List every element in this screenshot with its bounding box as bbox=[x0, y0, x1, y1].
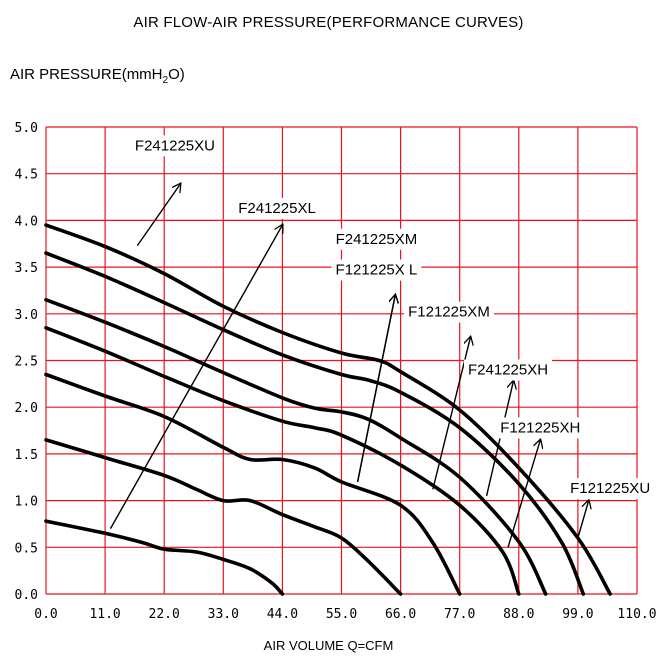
x-tick-label: 44.0 bbox=[267, 607, 298, 622]
y-tick-label: 1.5 bbox=[15, 448, 38, 463]
annotation-arrow bbox=[485, 381, 514, 497]
curve-f241225xh bbox=[44, 438, 403, 596]
annotation-label: F241225XU bbox=[135, 137, 215, 154]
x-tick-label: 0.0 bbox=[34, 607, 57, 622]
y-tick-label: 4.0 bbox=[15, 214, 38, 229]
curves bbox=[44, 223, 612, 596]
annotation-arrow bbox=[507, 440, 540, 548]
annotation-label: F241225XH bbox=[468, 362, 548, 379]
annotation-label-background bbox=[130, 135, 219, 157]
annotation-arrow bbox=[136, 184, 180, 247]
annotation-f121225xm: F121225XM bbox=[404, 301, 494, 323]
y-tick-label: 3.5 bbox=[15, 261, 38, 276]
curve-f121225xh bbox=[44, 519, 285, 596]
chart-title: AIR FLOW-AIR PRESSURE(PERFORMANCE CURVES… bbox=[133, 14, 524, 31]
annotation-arrow bbox=[577, 501, 589, 539]
annotation-f121225xu: F121225XU bbox=[566, 478, 655, 500]
x-tick-label: 66.0 bbox=[385, 607, 416, 622]
annotation-f241225xu: F241225XU bbox=[130, 135, 219, 157]
y-tick-label: 2.5 bbox=[15, 355, 38, 370]
y-tick-label: 5.0 bbox=[15, 121, 38, 136]
y-tick-label: 4.5 bbox=[15, 168, 38, 183]
x-tick-label: 99.0 bbox=[562, 607, 593, 622]
annotation-label: F121225X L bbox=[336, 262, 418, 279]
annotation-f241225xh: F241225XH bbox=[464, 359, 553, 381]
annotation-label: F121225XM bbox=[408, 304, 490, 321]
y-tick-label: 1.0 bbox=[15, 495, 38, 510]
x-axis-label: AIR VOLUME Q=CFM bbox=[263, 638, 394, 653]
y-axis-label-subscript: 2 bbox=[162, 75, 169, 86]
y-tick-label: 0.0 bbox=[15, 588, 38, 603]
y-tick-label: 3.0 bbox=[15, 308, 38, 323]
annotation-labels: F241225XU F241225XL F241225XM F121225X L F12… bbox=[130, 135, 655, 500]
annotation-label-background bbox=[496, 417, 585, 439]
y-axis-label-tail: O) bbox=[168, 66, 185, 83]
curve-f121225xm bbox=[44, 372, 462, 596]
annotation-label-background bbox=[566, 478, 655, 500]
annotation-label: F121225XH bbox=[500, 419, 580, 436]
annotation-f121225xl: F121225X L bbox=[331, 259, 422, 281]
annotation-f241225xm: F241225XM bbox=[331, 228, 422, 250]
x-tick-label: 88.0 bbox=[503, 607, 534, 622]
x-tick-label: 33.0 bbox=[208, 607, 239, 622]
x-tick-label: 77.0 bbox=[444, 607, 475, 622]
tick-labels: 0.0 11.0 22.0 33.0 44.0 55.0 66.0 77.0 88.0 99.0 1… bbox=[15, 121, 657, 622]
annotation-arrows bbox=[109, 184, 589, 548]
annotation-label-background bbox=[331, 228, 422, 250]
curve-f241225xl bbox=[44, 251, 586, 596]
x-tick-label: 110.0 bbox=[617, 607, 656, 622]
y-axis-label: AIR PRESSURE(mmH2O) bbox=[10, 66, 185, 86]
y-axis-label-main: AIR PRESSURE(mmH bbox=[10, 66, 163, 83]
y-tick-label: 0.5 bbox=[15, 541, 38, 556]
annotation-label: F241225XL bbox=[238, 200, 316, 217]
annotation-label-background bbox=[331, 259, 422, 281]
curve-f241225xu bbox=[44, 223, 612, 596]
y-tick-label: 2.0 bbox=[15, 401, 38, 416]
x-tick-label: 22.0 bbox=[149, 607, 180, 622]
annotation-f121225xh: F121225XH bbox=[496, 417, 585, 439]
annotation-arrow bbox=[109, 225, 282, 529]
annotation-arrow bbox=[356, 295, 396, 483]
annotation-label-background bbox=[464, 359, 553, 381]
annotation-f241225xl: F241225XL bbox=[234, 197, 320, 219]
annotation-label: F121225XU bbox=[570, 480, 650, 497]
curve-f121225xl bbox=[44, 326, 521, 596]
annotation-label: F241225XM bbox=[336, 231, 418, 248]
annotation-label-background bbox=[404, 301, 494, 323]
curve-f241225xm bbox=[44, 298, 548, 596]
x-tick-label: 55.0 bbox=[326, 607, 357, 622]
x-tick-label: 11.0 bbox=[89, 607, 120, 622]
annotation-label-background bbox=[234, 197, 320, 219]
